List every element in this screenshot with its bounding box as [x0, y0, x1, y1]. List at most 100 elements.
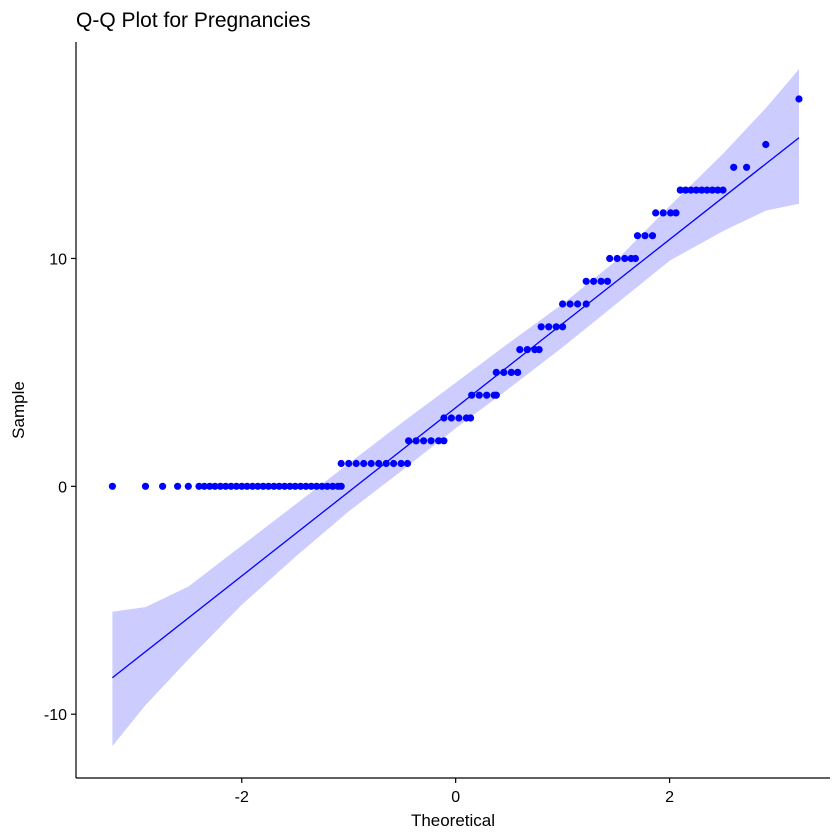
- data-point: [323, 482, 331, 490]
- data-point: [703, 186, 711, 194]
- data-point: [559, 300, 567, 308]
- data-point: [455, 414, 463, 422]
- data-point: [467, 414, 475, 422]
- x-tick-label: -2: [235, 789, 249, 806]
- plot-area: [108, 69, 803, 747]
- data-point: [275, 482, 283, 490]
- y-tick-label: 0: [58, 479, 67, 496]
- data-point: [264, 482, 273, 490]
- data-point: [403, 459, 412, 468]
- data-point: [337, 459, 345, 468]
- data-point: [621, 254, 629, 263]
- data-point: [216, 482, 224, 490]
- data-point: [345, 459, 353, 468]
- data-point: [652, 209, 660, 217]
- data-point: [516, 346, 524, 354]
- data-point: [535, 346, 543, 354]
- data-point: [597, 277, 605, 285]
- data-point: [281, 482, 289, 490]
- data-point: [195, 482, 203, 490]
- data-point: [337, 482, 345, 490]
- data-point: [468, 391, 476, 399]
- data-point: [672, 209, 680, 217]
- data-point: [405, 437, 413, 445]
- data-point: [238, 482, 246, 490]
- x-axis-title: Theoretical: [411, 811, 495, 830]
- data-point: [397, 459, 405, 468]
- data-point: [375, 459, 383, 468]
- y-axis-title: Sample: [9, 381, 28, 439]
- data-point: [307, 482, 315, 490]
- data-point: [730, 163, 738, 171]
- data-point: [507, 368, 515, 376]
- data-point: [440, 414, 448, 422]
- data-point: [435, 437, 443, 445]
- data-point: [552, 323, 560, 331]
- data-point: [291, 482, 299, 490]
- data-point: [762, 140, 770, 149]
- data-point: [302, 482, 310, 490]
- data-point: [648, 232, 657, 240]
- data-point: [545, 323, 553, 331]
- data-point: [795, 95, 803, 103]
- data-point: [613, 254, 621, 263]
- data-point: [687, 186, 695, 194]
- y-axis-ticks: -10 0 10: [44, 251, 76, 724]
- data-point: [492, 368, 500, 376]
- data-point: [318, 482, 326, 490]
- y-tick-label: -10: [44, 707, 67, 724]
- data-point: [659, 209, 667, 217]
- data-point: [211, 482, 219, 490]
- data-point: [483, 391, 491, 399]
- data-point: [222, 482, 230, 490]
- data-point: [390, 459, 398, 468]
- data-point: [141, 482, 150, 490]
- data-point: [184, 482, 192, 490]
- data-point: [714, 186, 722, 194]
- data-point: [492, 391, 500, 399]
- data-point: [574, 300, 582, 308]
- data-point: [412, 437, 420, 445]
- data-point: [590, 277, 598, 285]
- data-point: [582, 277, 590, 285]
- data-point: [360, 459, 368, 468]
- data-point: [248, 482, 257, 490]
- data-point: [667, 209, 675, 217]
- data-point: [174, 482, 182, 490]
- data-point: [447, 414, 455, 422]
- data-point: [537, 323, 545, 331]
- data-point: [682, 186, 690, 194]
- data-point: [582, 300, 590, 308]
- sample-points: [108, 95, 803, 490]
- data-point: [500, 368, 508, 376]
- x-tick-label: 2: [665, 789, 674, 806]
- data-point: [329, 482, 337, 490]
- data-point: [427, 437, 435, 445]
- data-point: [243, 482, 251, 490]
- data-point: [633, 232, 642, 240]
- data-point: [606, 254, 614, 263]
- data-point: [313, 482, 321, 490]
- data-point: [692, 186, 700, 194]
- data-point: [641, 232, 649, 240]
- data-point: [743, 163, 751, 171]
- data-point: [227, 482, 235, 490]
- data-point: [420, 437, 428, 445]
- data-point: [475, 391, 483, 399]
- data-point: [206, 482, 214, 490]
- data-point: [698, 186, 706, 194]
- data-point: [559, 323, 567, 331]
- y-tick-label: 10: [49, 251, 67, 268]
- data-point: [254, 482, 262, 490]
- data-point: [523, 346, 531, 354]
- x-axis-ticks: -2 0 2: [235, 778, 674, 806]
- data-point: [631, 254, 640, 263]
- data-point: [440, 437, 448, 445]
- data-point: [352, 459, 360, 468]
- reference-line: [111, 137, 800, 679]
- x-tick-label: 0: [451, 789, 460, 806]
- data-point: [514, 368, 522, 376]
- data-point: [676, 186, 684, 194]
- data-point: [603, 277, 612, 285]
